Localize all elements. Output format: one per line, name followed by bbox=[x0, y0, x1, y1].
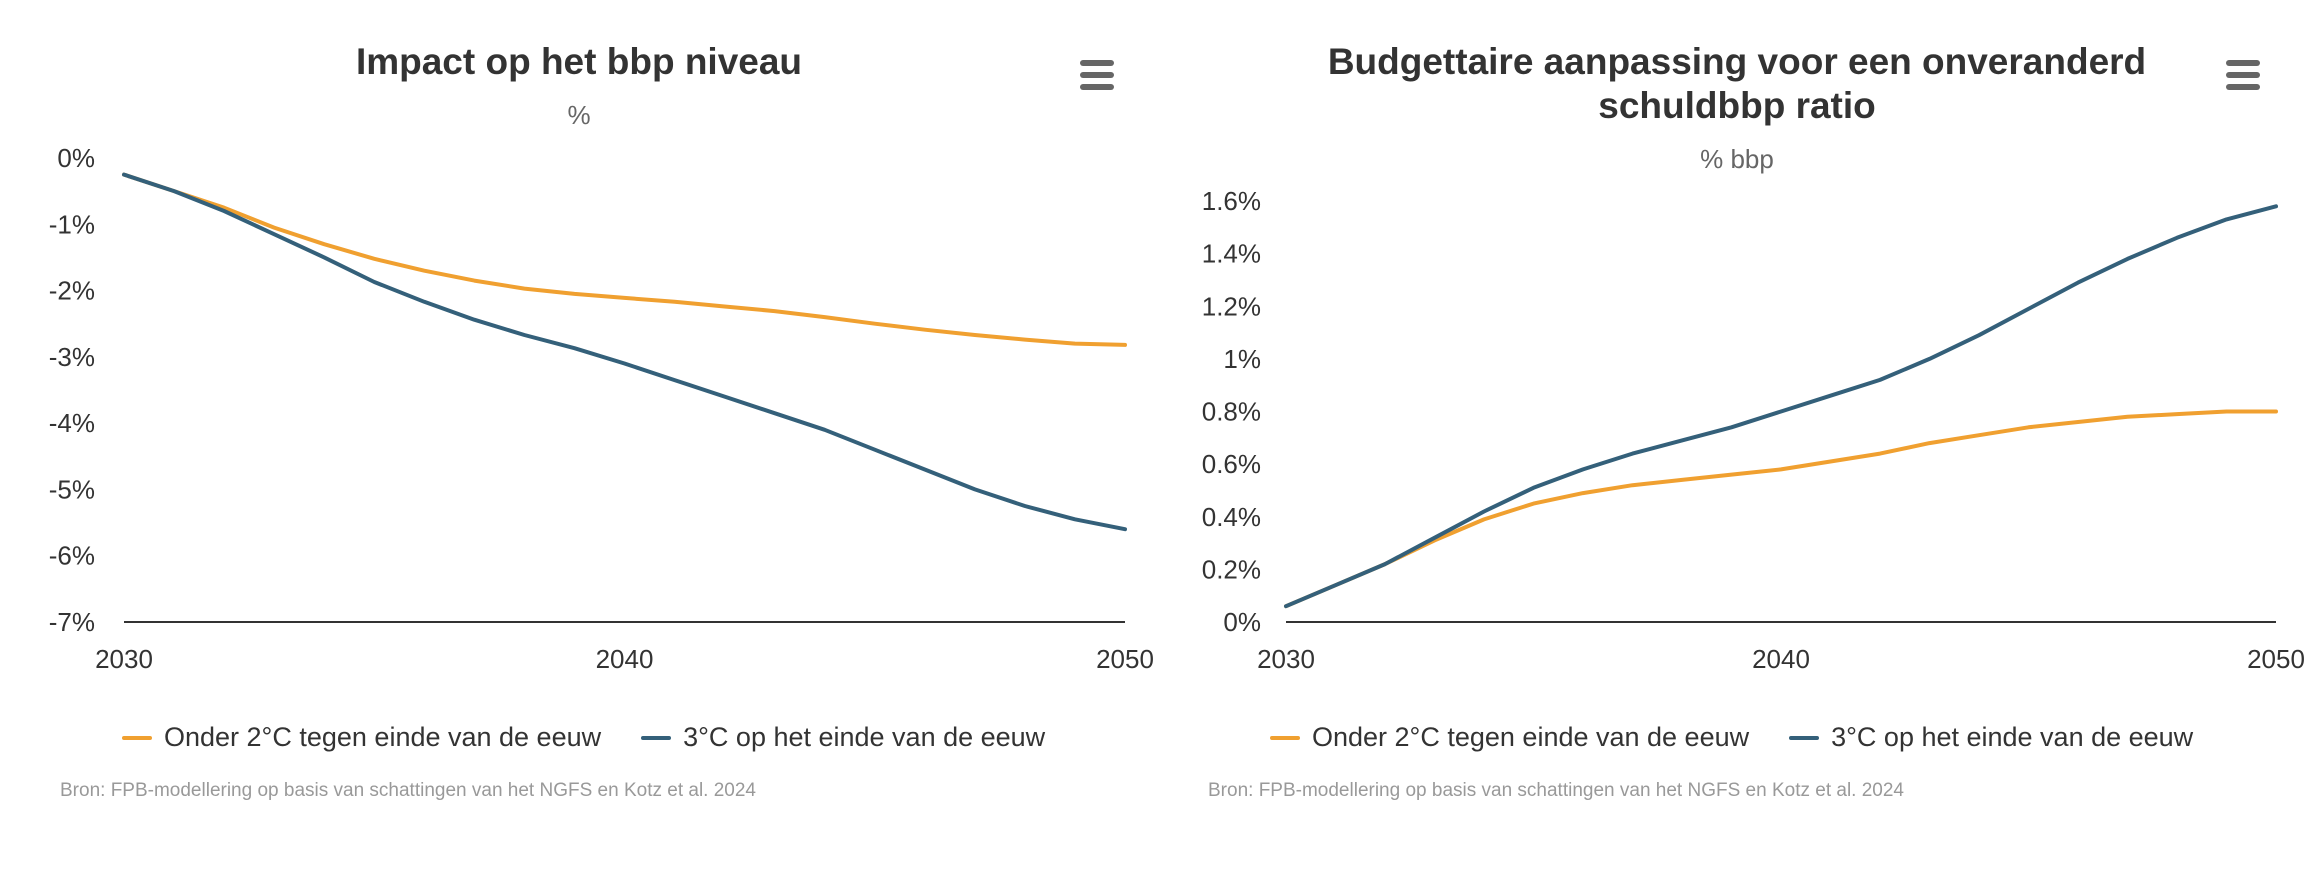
x-tick-label: 2040 bbox=[1752, 644, 1810, 674]
chart-panel-budget-adjustment: Budgettaire aanpassing voor een onverand… bbox=[1158, 0, 2316, 880]
y-tick-label: 0% bbox=[57, 143, 95, 173]
chart-legend: Onder 2°C tegen einde van de eeuw 3°C op… bbox=[122, 722, 1085, 753]
legend-swatch-blue bbox=[641, 735, 672, 740]
chart-subtitle: % bbp bbox=[1700, 144, 1774, 174]
hamburger-menu-icon[interactable] bbox=[2226, 60, 2260, 90]
y-tick-label: 0.6% bbox=[1202, 449, 1261, 479]
source-note: Bron: FPB-modellering op basis van schat… bbox=[60, 780, 756, 801]
y-tick-label: -6% bbox=[49, 541, 95, 571]
legend-item-orange[interactable]: Onder 2°C tegen einde van de eeuw bbox=[122, 722, 601, 753]
legend-swatch-orange bbox=[1270, 735, 1300, 740]
chart-legend: Onder 2°C tegen einde van de eeuw 3°C op… bbox=[1270, 722, 2233, 753]
chart-title: Impact op het bbp niveau bbox=[355, 41, 803, 82]
y-tick-label: 1.4% bbox=[1202, 239, 1261, 269]
legend-label: 3°C op het einde van de eeuw bbox=[1831, 722, 2194, 752]
legend-swatch-orange bbox=[122, 735, 152, 740]
legend-swatch-blue bbox=[1789, 735, 1820, 740]
y-tick-label: 0.8% bbox=[1202, 397, 1261, 427]
legend-label: Onder 2°C tegen einde van de eeuw bbox=[164, 722, 602, 752]
chart-title-line: Budgettaire aanpassing voor een onverand… bbox=[1327, 41, 2147, 82]
line-chart: 0% 0.2% 0.4% 0.6% 0.8% 1% 1.2% 1.4% 1.6% 2030 2040… bbox=[1202, 186, 2305, 674]
y-tick-label: -1% bbox=[49, 209, 95, 239]
y-tick-label: 1.6% bbox=[1202, 186, 1261, 216]
y-tick-label: 0.2% bbox=[1202, 554, 1261, 584]
series-line-blue bbox=[1284, 204, 2278, 609]
y-tick-label: -7% bbox=[49, 607, 95, 637]
legend-label: Onder 2°C tegen einde van de eeuw bbox=[1312, 722, 1750, 752]
legend-item-blue[interactable]: 3°C op het einde van de eeuw bbox=[1789, 722, 2193, 753]
y-tick-label: 1% bbox=[1223, 344, 1261, 374]
source-note: Bron: FPB-modellering op basis van schat… bbox=[1208, 780, 1904, 801]
x-tick-label: 2050 bbox=[2247, 644, 2305, 674]
chart-title-line: schuldbbp ratio bbox=[1598, 85, 1876, 126]
line-chart: 0% -1% -2% -3% -4% -5% -6% -7%2030 2040 2050 bbox=[49, 143, 1154, 674]
y-tick-label: -5% bbox=[49, 474, 95, 504]
legend-item-orange[interactable]: Onder 2°C tegen einde van de eeuw bbox=[1270, 722, 1749, 753]
legend-item-blue[interactable]: 3°C op het einde van de eeuw bbox=[641, 722, 1045, 753]
y-tick-label: -3% bbox=[49, 342, 95, 372]
series-line-blue bbox=[122, 172, 1127, 532]
y-tick-label: 1.2% bbox=[1202, 291, 1261, 321]
hamburger-menu-icon[interactable] bbox=[1080, 60, 1114, 90]
x-tick-label: 2030 bbox=[95, 644, 153, 674]
series-line-orange bbox=[122, 172, 1127, 347]
x-tick-label: 2050 bbox=[1096, 644, 1154, 674]
x-tick-label: 2040 bbox=[596, 644, 654, 674]
x-tick-label: 2030 bbox=[1257, 644, 1315, 674]
y-tick-label: -4% bbox=[49, 408, 95, 438]
chart-subtitle: % bbox=[567, 100, 591, 130]
y-tick-label: 0.4% bbox=[1202, 502, 1261, 532]
chart-panel-gdp-impact: Impact op het bbp niveau % 0% -1% -2% -3% -4… bbox=[49, 41, 1154, 801]
y-tick-label: 0% bbox=[1223, 607, 1261, 637]
series-line-orange bbox=[1284, 409, 2278, 609]
chart-title: Budgettaire aanpassing voor een onverand… bbox=[1158, 40, 2316, 128]
legend-label: 3°C op het einde van de eeuw bbox=[683, 722, 1046, 752]
y-tick-label: -2% bbox=[49, 276, 95, 306]
